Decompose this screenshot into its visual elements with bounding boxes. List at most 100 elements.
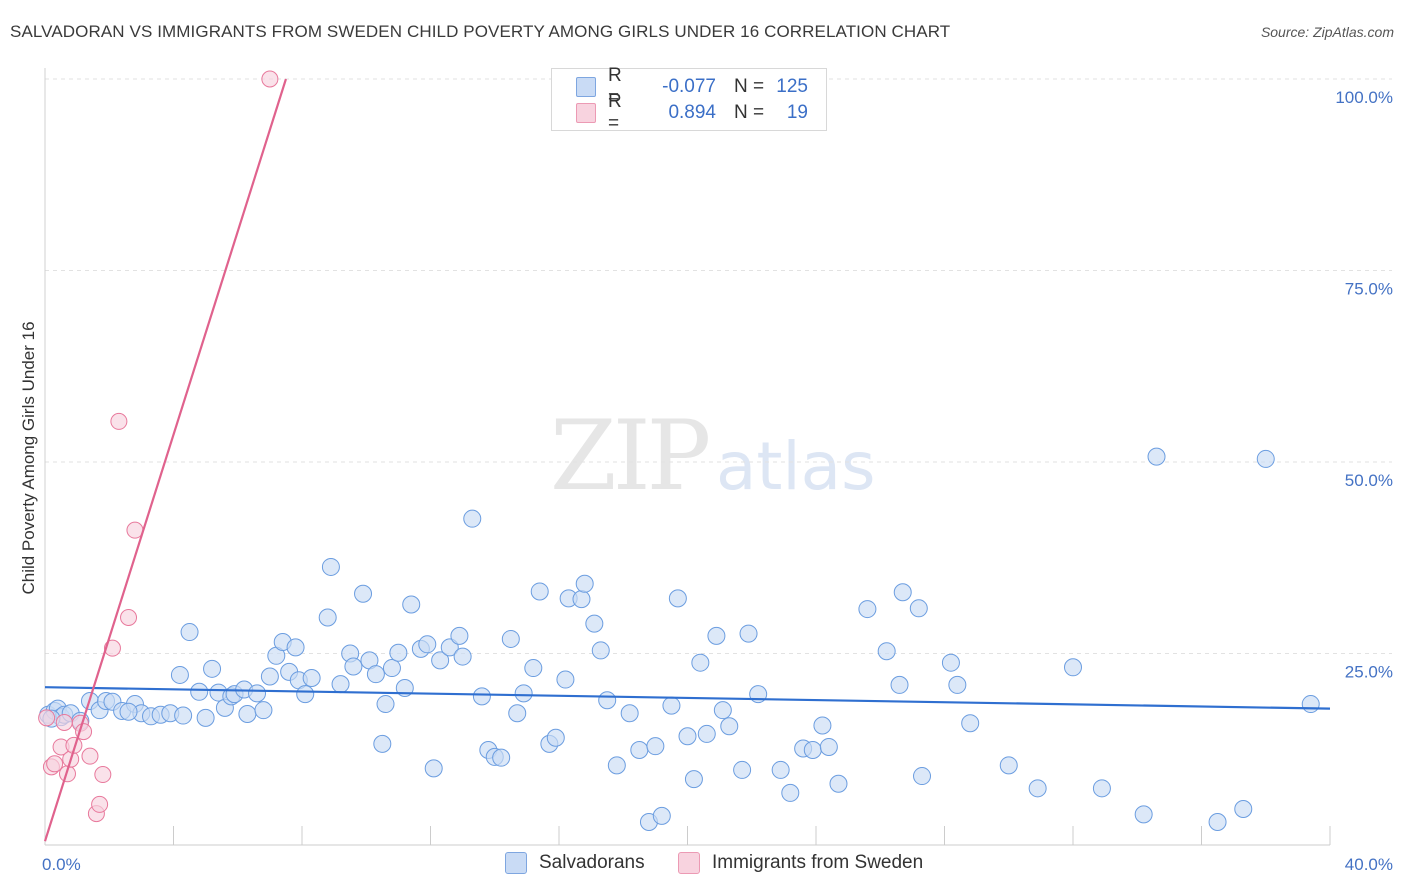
series-salvadorans bbox=[39, 447, 1320, 832]
point-salvadoran bbox=[941, 653, 960, 672]
point-salvadoran bbox=[402, 595, 421, 614]
point-salvadoran bbox=[463, 509, 482, 528]
point-salvadoran bbox=[668, 589, 687, 608]
point-salvadoran bbox=[813, 716, 832, 735]
point-salvadoran bbox=[803, 741, 822, 760]
point-salvadoran bbox=[492, 748, 511, 767]
point-salvadoran bbox=[190, 682, 209, 701]
point-salvadoran bbox=[1147, 447, 1166, 466]
point-salvadoran bbox=[607, 756, 626, 775]
point-salvadoran bbox=[440, 638, 459, 657]
point-salvadoran bbox=[514, 684, 533, 703]
legend-r-label: R = bbox=[608, 91, 622, 134]
legend-n-value: 125 bbox=[776, 76, 808, 97]
point-salvadoran bbox=[248, 684, 267, 703]
point-sweden bbox=[110, 412, 128, 430]
y-tick-label: 75.0% bbox=[1345, 280, 1393, 299]
point-salvadoran bbox=[1028, 779, 1047, 798]
point-salvadoran bbox=[591, 641, 610, 660]
point-salvadoran bbox=[598, 691, 617, 710]
point-salvadoran bbox=[961, 714, 980, 733]
point-salvadoran bbox=[630, 741, 649, 760]
gridlines bbox=[45, 78, 1392, 654]
point-sweden bbox=[38, 709, 56, 727]
point-sweden bbox=[91, 795, 109, 813]
trend-lines bbox=[43, 78, 1331, 842]
point-salvadoran bbox=[893, 583, 912, 602]
point-salvadoran bbox=[720, 717, 739, 736]
point-salvadoran bbox=[260, 667, 279, 686]
point-salvadoran bbox=[331, 675, 350, 694]
trend-line-sweden bbox=[43, 78, 287, 842]
point-salvadoran bbox=[678, 727, 697, 746]
point-salvadoran bbox=[546, 728, 565, 747]
point-salvadoran bbox=[1064, 658, 1082, 677]
tick-labels: 25.0% 50.0% 75.0% 100.0% 0.0% 40.0% bbox=[42, 88, 1393, 874]
series-legend: Salvadorans Immigrants from Sweden bbox=[0, 852, 1406, 878]
point-salvadoran bbox=[501, 629, 520, 648]
point-salvadoran bbox=[620, 704, 639, 723]
point-salvadoran bbox=[418, 635, 437, 654]
point-salvadoran bbox=[909, 599, 928, 618]
point-salvadoran bbox=[431, 651, 450, 670]
point-salvadoran bbox=[321, 557, 340, 576]
point-salvadoran bbox=[877, 642, 896, 661]
point-salvadoran bbox=[652, 806, 671, 825]
point-salvadoran bbox=[1256, 449, 1275, 468]
point-sweden bbox=[94, 766, 112, 784]
point-sweden bbox=[55, 713, 73, 731]
legend-row-salvadorans: R = -0.077 N = 125 bbox=[576, 65, 808, 108]
point-sweden bbox=[261, 70, 279, 88]
point-salvadoran bbox=[1134, 805, 1153, 824]
point-salvadoran bbox=[572, 590, 591, 609]
point-salvadoran bbox=[472, 687, 491, 706]
point-salvadoran bbox=[858, 600, 877, 619]
point-salvadoran bbox=[1234, 799, 1253, 818]
point-salvadoran bbox=[376, 695, 395, 714]
point-salvadoran bbox=[344, 657, 363, 676]
y-tick-label: 50.0% bbox=[1345, 471, 1393, 490]
point-salvadoran bbox=[318, 608, 337, 627]
point-salvadoran bbox=[733, 760, 752, 779]
y-tick-label: 100.0% bbox=[1335, 88, 1393, 107]
point-salvadoran bbox=[373, 734, 392, 753]
point-sweden bbox=[46, 755, 64, 773]
point-salvadoran bbox=[556, 670, 575, 689]
legend-r-value: -0.077 bbox=[662, 76, 716, 97]
point-sweden bbox=[65, 736, 83, 754]
legend-label-sweden: Immigrants from Sweden bbox=[712, 852, 924, 873]
point-salvadoran bbox=[382, 659, 401, 678]
point-salvadoran bbox=[119, 702, 138, 721]
series-sweden bbox=[38, 70, 279, 823]
point-salvadoran bbox=[691, 653, 710, 672]
point-salvadoran bbox=[913, 767, 932, 786]
point-salvadoran bbox=[302, 669, 321, 688]
legend-swatch-blue bbox=[576, 77, 596, 97]
point-salvadoran bbox=[286, 638, 305, 657]
legend-row-sweden: R = 0.894 N = 19 bbox=[576, 91, 808, 134]
point-salvadoran bbox=[662, 696, 681, 715]
point-salvadoran bbox=[254, 701, 273, 720]
point-salvadoran bbox=[530, 582, 549, 601]
point-salvadoran bbox=[771, 760, 790, 779]
point-salvadoran bbox=[819, 737, 838, 756]
legend-swatch-pink bbox=[576, 103, 596, 123]
legend-swatch-pink bbox=[678, 852, 700, 874]
legend-swatch-blue bbox=[505, 852, 527, 874]
point-salvadoran bbox=[1208, 813, 1227, 832]
legend-r-value: 0.894 bbox=[668, 102, 716, 123]
point-salvadoran bbox=[424, 759, 443, 778]
point-sweden bbox=[75, 723, 93, 741]
point-salvadoran bbox=[999, 756, 1018, 775]
point-salvadoran bbox=[575, 574, 594, 593]
point-salvadoran bbox=[180, 623, 199, 642]
source-label: Source: ZipAtlas.com bbox=[1260, 24, 1394, 40]
point-salvadoran bbox=[890, 675, 909, 694]
point-salvadoran bbox=[524, 659, 543, 678]
point-salvadoran bbox=[389, 643, 408, 662]
point-salvadoran bbox=[739, 624, 758, 643]
legend-n-label: N = bbox=[734, 76, 765, 97]
point-salvadoran bbox=[196, 708, 215, 727]
legend-r-label: R = bbox=[608, 65, 622, 108]
